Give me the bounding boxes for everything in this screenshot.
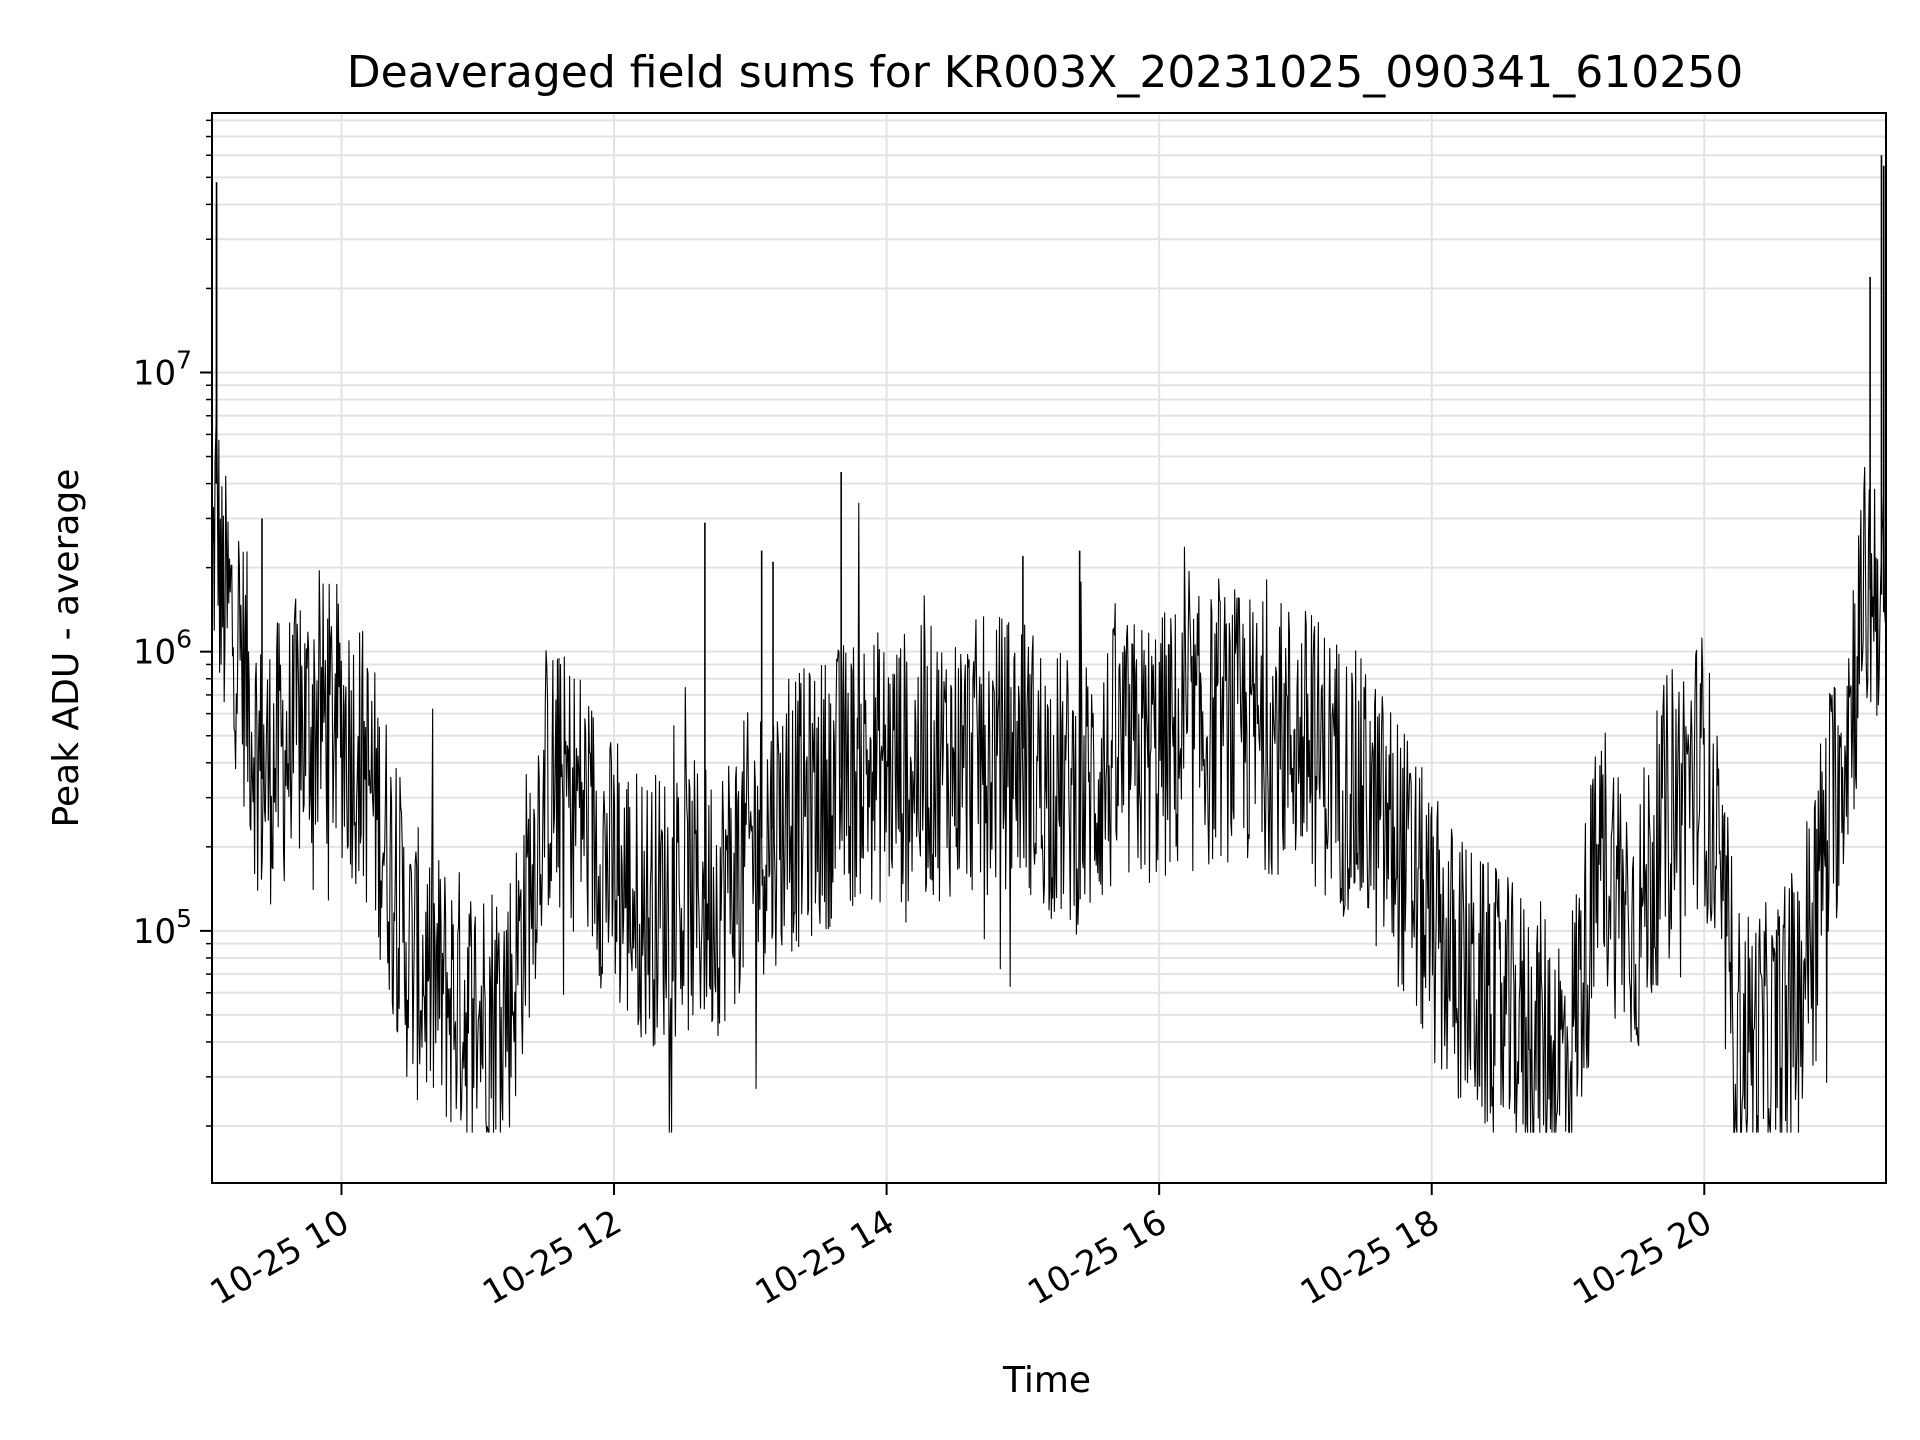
grid-layer <box>212 113 1886 1183</box>
series-line <box>211 401 1887 1133</box>
data-layer <box>211 155 1887 1133</box>
y-tick-label: 107 <box>133 345 192 393</box>
x-tick-label: 10-25 10 <box>204 1202 356 1313</box>
x-tick-label: 10-25 14 <box>749 1202 901 1313</box>
y-tick-label: 105 <box>133 904 192 952</box>
x-tick-label: 10-25 20 <box>1566 1202 1718 1313</box>
x-tick-label: 10-25 18 <box>1294 1202 1446 1313</box>
y-tick-label: 106 <box>133 625 192 673</box>
chart-title: Deaveraged field sums for KR003X_2023102… <box>347 47 1743 98</box>
x-tick-label: 10-25 16 <box>1021 1202 1173 1313</box>
tick-layer: 10-25 10 10-25 12 10-25 14 10-25 16 10-25 18… <box>133 119 1719 1313</box>
y-axis-label: Peak ADU - average <box>46 469 87 828</box>
plot-frame <box>211 112 1887 1184</box>
x-tick-label: 10-25 12 <box>476 1202 628 1313</box>
x-axis-label: Time <box>1002 1360 1091 1401</box>
